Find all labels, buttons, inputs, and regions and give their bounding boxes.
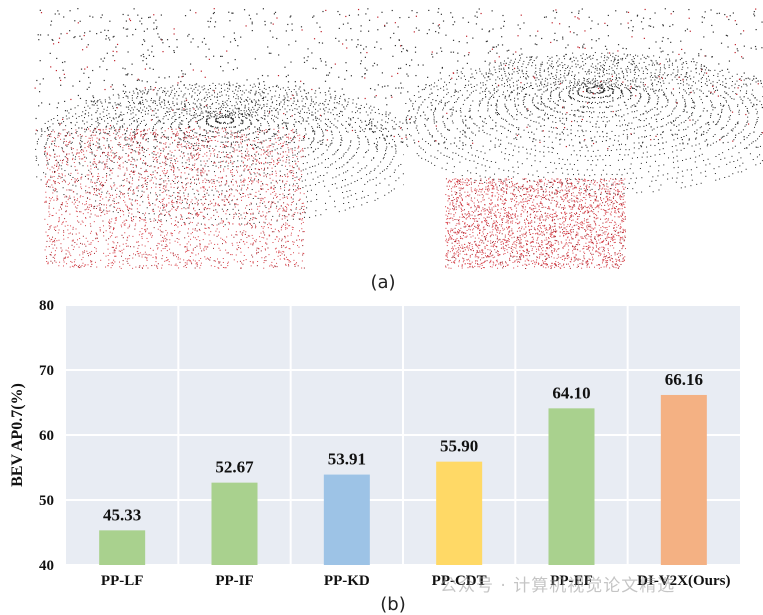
value-label: 64.10 bbox=[552, 383, 590, 402]
bar-pp-ef bbox=[549, 408, 595, 565]
y-tick-label: 80 bbox=[39, 298, 54, 314]
y-tick-label: 50 bbox=[39, 493, 54, 509]
caption-b: (b) bbox=[363, 594, 423, 615]
y-tick-label: 40 bbox=[39, 558, 54, 574]
value-label: 55.90 bbox=[440, 437, 478, 456]
y-axis-title: BEV AP0.7(%) bbox=[9, 383, 26, 487]
x-tick-label: PP-KD bbox=[324, 573, 370, 589]
value-label: 53.91 bbox=[328, 450, 366, 469]
bar-pp-if bbox=[212, 483, 258, 565]
y-tick-labels: 40 50 60 70 80 bbox=[39, 298, 54, 574]
caption-a: (a) bbox=[353, 272, 413, 293]
bar-di-v2x-ours bbox=[661, 395, 707, 565]
bar-pp-cdt bbox=[436, 462, 482, 565]
point-cloud-image-left bbox=[34, 8, 404, 270]
x-tick-label: PP-LF bbox=[101, 573, 144, 589]
watermark-text: 公众号 · 计算机视觉论文精选 bbox=[440, 571, 675, 596]
value-label: 66.16 bbox=[665, 370, 703, 389]
x-tick-label: PP-IF bbox=[215, 573, 253, 589]
value-label: 52.67 bbox=[215, 458, 254, 477]
bar-pp-kd bbox=[324, 475, 370, 565]
bar-pp-lf bbox=[99, 530, 145, 565]
bar-chart: 45.33 52.67 53.91 55.90 64.10 66.16 40 50 60 70 8… bbox=[0, 292, 763, 592]
y-tick-label: 60 bbox=[39, 428, 54, 444]
point-cloud-image-right bbox=[405, 8, 763, 270]
y-tick-label: 70 bbox=[39, 363, 54, 379]
value-label: 45.33 bbox=[103, 505, 141, 524]
